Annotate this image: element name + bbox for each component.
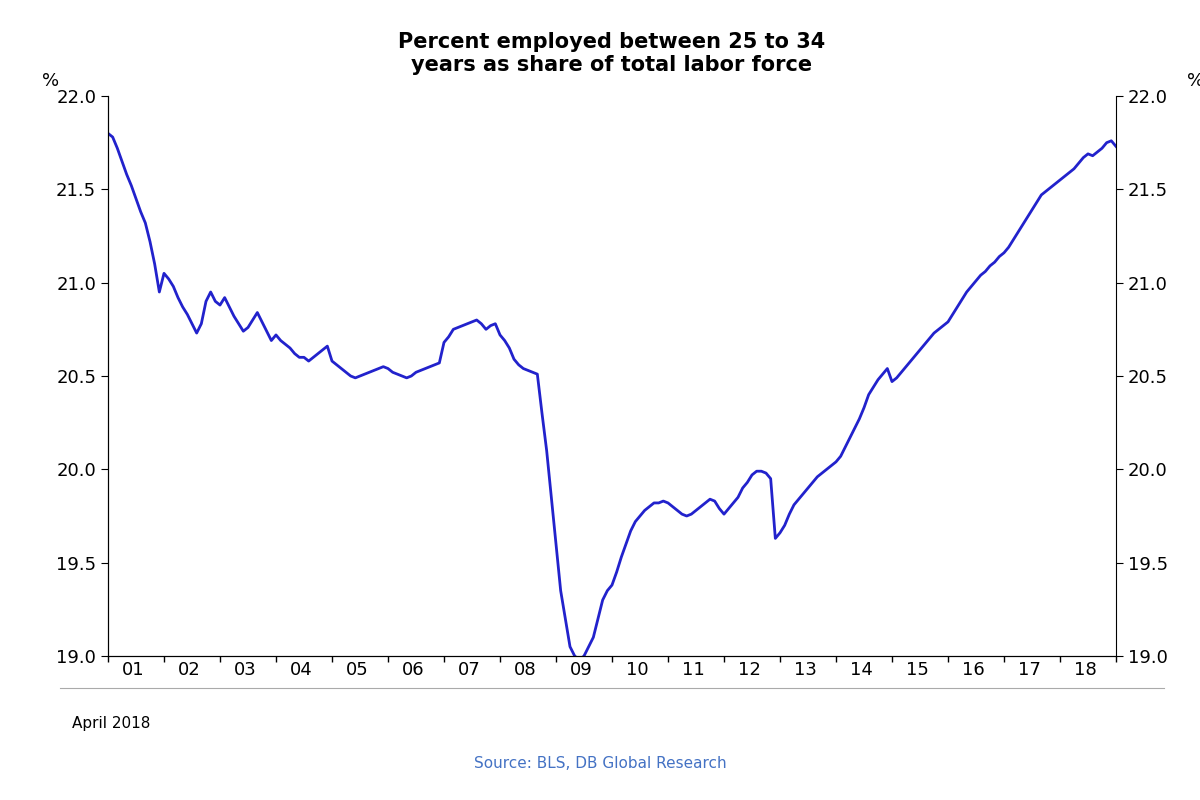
Title: Percent employed between 25 to 34
years as share of total labor force: Percent employed between 25 to 34 years … — [398, 32, 826, 75]
Text: April 2018: April 2018 — [72, 716, 150, 731]
Text: %: % — [1187, 72, 1200, 90]
Text: Source: BLS, DB Global Research: Source: BLS, DB Global Research — [474, 756, 726, 771]
Text: %: % — [42, 72, 60, 90]
